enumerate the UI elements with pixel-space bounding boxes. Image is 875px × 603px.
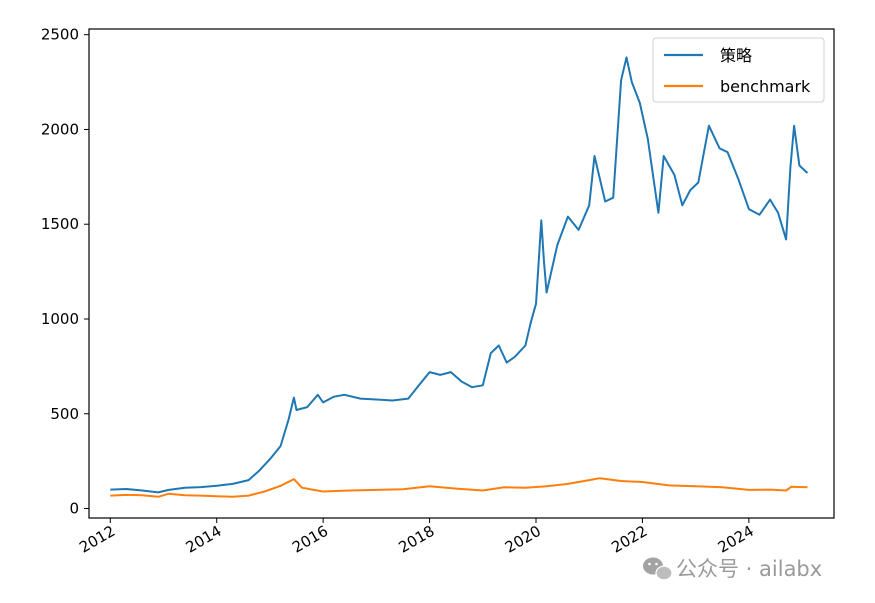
legend-label-benchmark: benchmark xyxy=(720,77,811,96)
x-tick-label: 2018 xyxy=(396,522,438,557)
series-lines xyxy=(110,56,809,498)
watermark-text: 公众号 · ailabx xyxy=(676,557,822,581)
x-tick-label: 2020 xyxy=(502,522,544,557)
series-line-benchmark xyxy=(110,477,808,498)
y-tick-label: 2000 xyxy=(41,120,79,138)
x-tick-label: 2024 xyxy=(715,522,757,557)
y-tick-label: 1500 xyxy=(41,215,79,233)
y-tick-label: 1000 xyxy=(41,310,79,328)
y-tick-label: 2500 xyxy=(41,26,79,44)
y-axis: 0 500 1000 1500 2000 2500 xyxy=(41,26,89,518)
legend-label-strategy: 策略 xyxy=(720,46,752,65)
legend: 策略 benchmark xyxy=(652,37,825,103)
wechat-icon xyxy=(643,557,673,581)
series-line-strategy xyxy=(110,56,809,494)
x-axis: 2012 2014 2016 2018 2020 2022 2024 xyxy=(76,518,757,557)
x-tick-label: 2016 xyxy=(289,522,331,557)
x-tick-label: 2014 xyxy=(183,522,225,557)
y-tick-label: 500 xyxy=(50,405,79,423)
x-tick-label: 2012 xyxy=(76,522,118,557)
watermark: 公众号 · ailabx xyxy=(643,557,822,581)
y-tick-label: 0 xyxy=(69,500,79,518)
plot-frame xyxy=(88,28,835,519)
x-tick-label: 2022 xyxy=(608,522,650,557)
